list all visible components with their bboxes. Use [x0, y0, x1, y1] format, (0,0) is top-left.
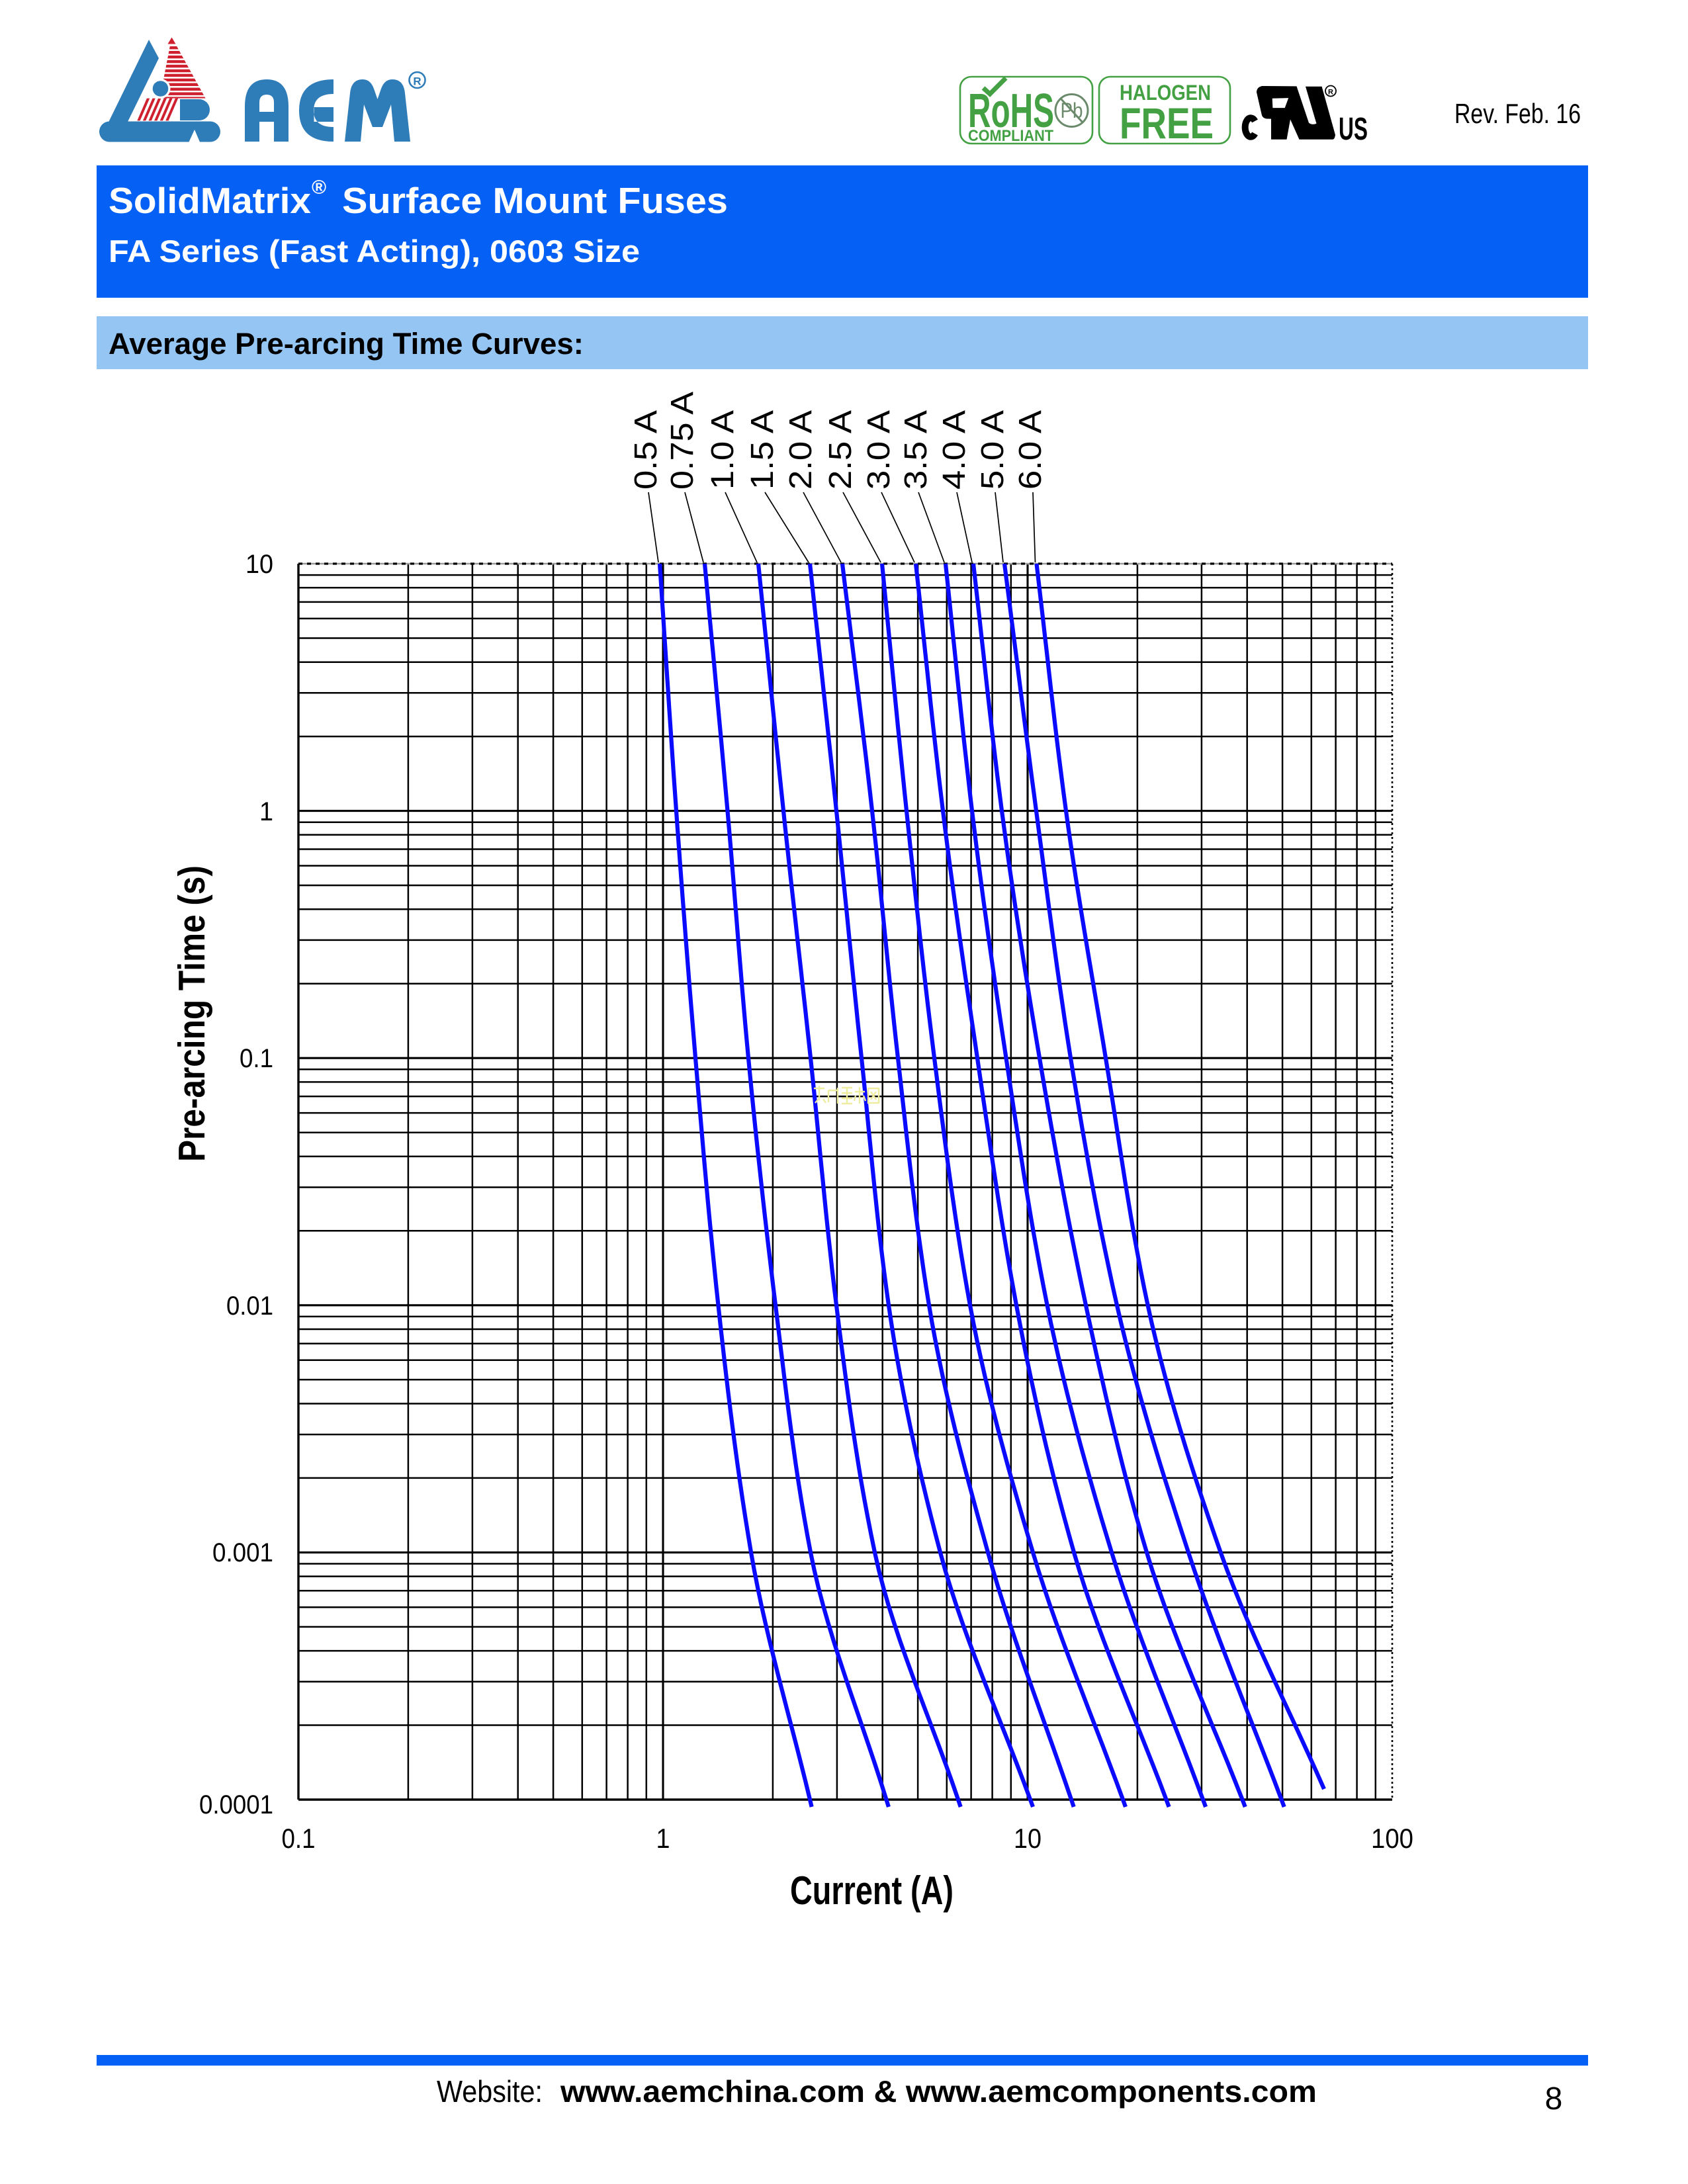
- svg-text:10: 10: [245, 550, 273, 579]
- svg-text:6.0 A: 6.0 A: [1013, 410, 1048, 490]
- svg-text:HALOGEN: HALOGEN: [1120, 81, 1211, 105]
- svg-text:5.0 A: 5.0 A: [975, 410, 1010, 490]
- svg-text:Current (A): Current (A): [790, 1868, 954, 1913]
- svg-text:100: 100: [1371, 1823, 1413, 1854]
- svg-text:US: US: [1339, 112, 1368, 147]
- svg-text:2.0 A: 2.0 A: [783, 410, 819, 490]
- svg-text:0.0001: 0.0001: [199, 1790, 273, 1819]
- svg-text:0.75 A: 0.75 A: [665, 392, 700, 490]
- svg-text:FREE: FREE: [1120, 99, 1214, 148]
- svg-text:COMPLIANT: COMPLIANT: [968, 127, 1053, 145]
- svg-text:www.aemchina.com & www.aemcomp: www.aemchina.com & www.aemcomponents.com: [560, 2074, 1317, 2109]
- svg-text:R: R: [413, 75, 421, 88]
- svg-text:0.5 A: 0.5 A: [629, 410, 664, 490]
- svg-text:Average Pre-arcing Time Curves: Average Pre-arcing Time Curves:: [109, 327, 584, 361]
- svg-text:10: 10: [1014, 1823, 1042, 1854]
- svg-text:SolidMatrix: SolidMatrix: [109, 180, 311, 221]
- svg-text:1: 1: [259, 797, 273, 826]
- svg-text:3.0 A: 3.0 A: [862, 410, 897, 490]
- svg-text:RoHS: RoHS: [968, 85, 1054, 138]
- svg-text:0.1: 0.1: [282, 1823, 316, 1854]
- svg-text:R: R: [1328, 89, 1333, 97]
- svg-text:0.1: 0.1: [240, 1044, 273, 1073]
- svg-text:8: 8: [1545, 2081, 1563, 2117]
- svg-text:Rev. Feb. 16: Rev. Feb. 16: [1454, 98, 1581, 129]
- svg-text:Surface Mount Fuses: Surface Mount Fuses: [342, 180, 728, 221]
- svg-text:2.5 A: 2.5 A: [823, 410, 858, 490]
- svg-text:1.5 A: 1.5 A: [745, 410, 780, 490]
- svg-text:3.5 A: 3.5 A: [899, 410, 934, 490]
- svg-text:Website:: Website:: [437, 2074, 543, 2109]
- svg-text:FA Series (Fast Acting), 0603: FA Series (Fast Acting), 0603 Size: [109, 234, 640, 269]
- svg-text:0.001: 0.001: [212, 1538, 273, 1567]
- svg-text:Pre-arcing Time (s): Pre-arcing Time (s): [171, 865, 213, 1162]
- svg-text:4.0 A: 4.0 A: [937, 410, 972, 490]
- svg-text:1.0 A: 1.0 A: [705, 410, 740, 490]
- svg-text:®: ®: [312, 177, 326, 198]
- svg-text:0.01: 0.01: [226, 1291, 273, 1321]
- svg-text:1: 1: [656, 1823, 670, 1854]
